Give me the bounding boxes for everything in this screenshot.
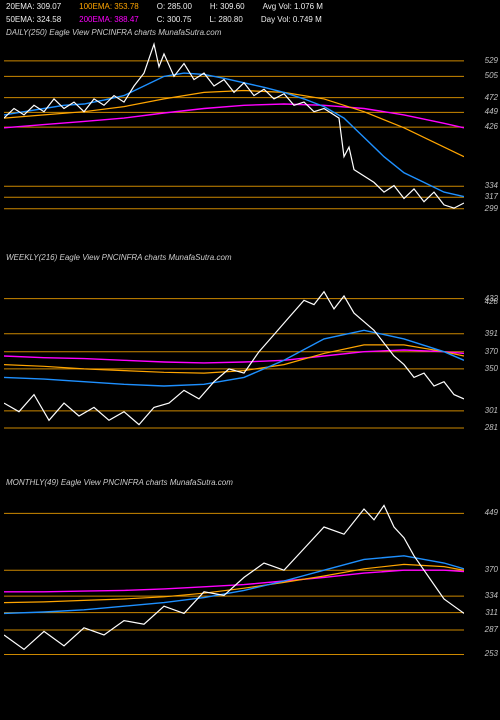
- dayvol-label: Day Vol: 0.749 M: [261, 15, 322, 24]
- avgvol-label: Avg Vol: 1.076 M: [263, 2, 323, 11]
- y-axis-label: 299: [485, 205, 498, 213]
- panels-container: DAILY(250) Eagle View PNCINFRA charts Mu…: [0, 26, 500, 701]
- y-axis-label: 253: [485, 650, 498, 658]
- open-label: O: 285.00: [157, 2, 192, 11]
- y-axis-label: 370: [485, 348, 498, 356]
- y-axis-label: 428: [485, 298, 498, 306]
- chart-area: [4, 266, 464, 446]
- y-axis-label: 281: [485, 424, 498, 432]
- chart-panel-1: WEEKLY(216) Eagle View PNCINFRA charts M…: [0, 251, 500, 476]
- y-axis-label: 370: [485, 566, 498, 574]
- y-axis-label: 391: [485, 330, 498, 338]
- y-axis-labels: 529 505 472 449 426 334 317 299: [464, 41, 498, 221]
- y-axis-label: 334: [485, 592, 498, 600]
- y-axis-label: 301: [485, 407, 498, 415]
- y-axis-labels: 449 370 334 311 287 253: [464, 491, 498, 671]
- y-axis-label: 449: [485, 108, 498, 116]
- high-label: H: 309.60: [210, 2, 245, 11]
- y-axis-label: 472: [485, 94, 498, 102]
- price-line: [4, 44, 464, 208]
- ema50-label: 50EMA: 324.58: [6, 15, 61, 24]
- panel-title: WEEKLY(216) Eagle View PNCINFRA charts M…: [0, 251, 500, 266]
- panel-title: MONTHLY(49) Eagle View PNCINFRA charts M…: [0, 476, 500, 491]
- y-axis-label: 317: [485, 193, 498, 201]
- chart-panel-2: MONTHLY(49) Eagle View PNCINFRA charts M…: [0, 476, 500, 701]
- ema20-label: 20EMA: 309.07: [6, 2, 61, 11]
- chart-area: [4, 491, 464, 671]
- panel-title: DAILY(250) Eagle View PNCINFRA charts Mu…: [0, 26, 500, 41]
- ema100-line: [4, 91, 464, 157]
- y-axis-label: 529: [485, 57, 498, 65]
- y-axis-label: 334: [485, 182, 498, 190]
- ema100-label: 100EMA: 353.78: [79, 2, 139, 11]
- y-axis-label: 311: [485, 609, 498, 617]
- y-axis-label: 426: [485, 123, 498, 131]
- header-row-2: 50EMA: 324.58 200EMA: 388.47 C: 300.75 L…: [0, 13, 500, 26]
- ema200-line: [4, 570, 464, 592]
- y-axis-label: 449: [485, 509, 498, 517]
- ema200-label: 200EMA: 388.47: [79, 15, 139, 24]
- chart-panel-0: DAILY(250) Eagle View PNCINFRA charts Mu…: [0, 26, 500, 251]
- y-axis-label: 505: [485, 72, 498, 80]
- y-axis-label: 350: [485, 365, 498, 373]
- low-label: L: 280.80: [209, 15, 242, 24]
- header-row-1: 20EMA: 309.07 100EMA: 353.78 O: 285.00 H…: [0, 0, 500, 13]
- y-axis-labels: 432428391370350301281: [464, 266, 498, 446]
- y-axis-label: 287: [485, 626, 498, 634]
- price-line: [4, 505, 464, 649]
- chart-area: [4, 41, 464, 221]
- close-label: C: 300.75: [157, 15, 192, 24]
